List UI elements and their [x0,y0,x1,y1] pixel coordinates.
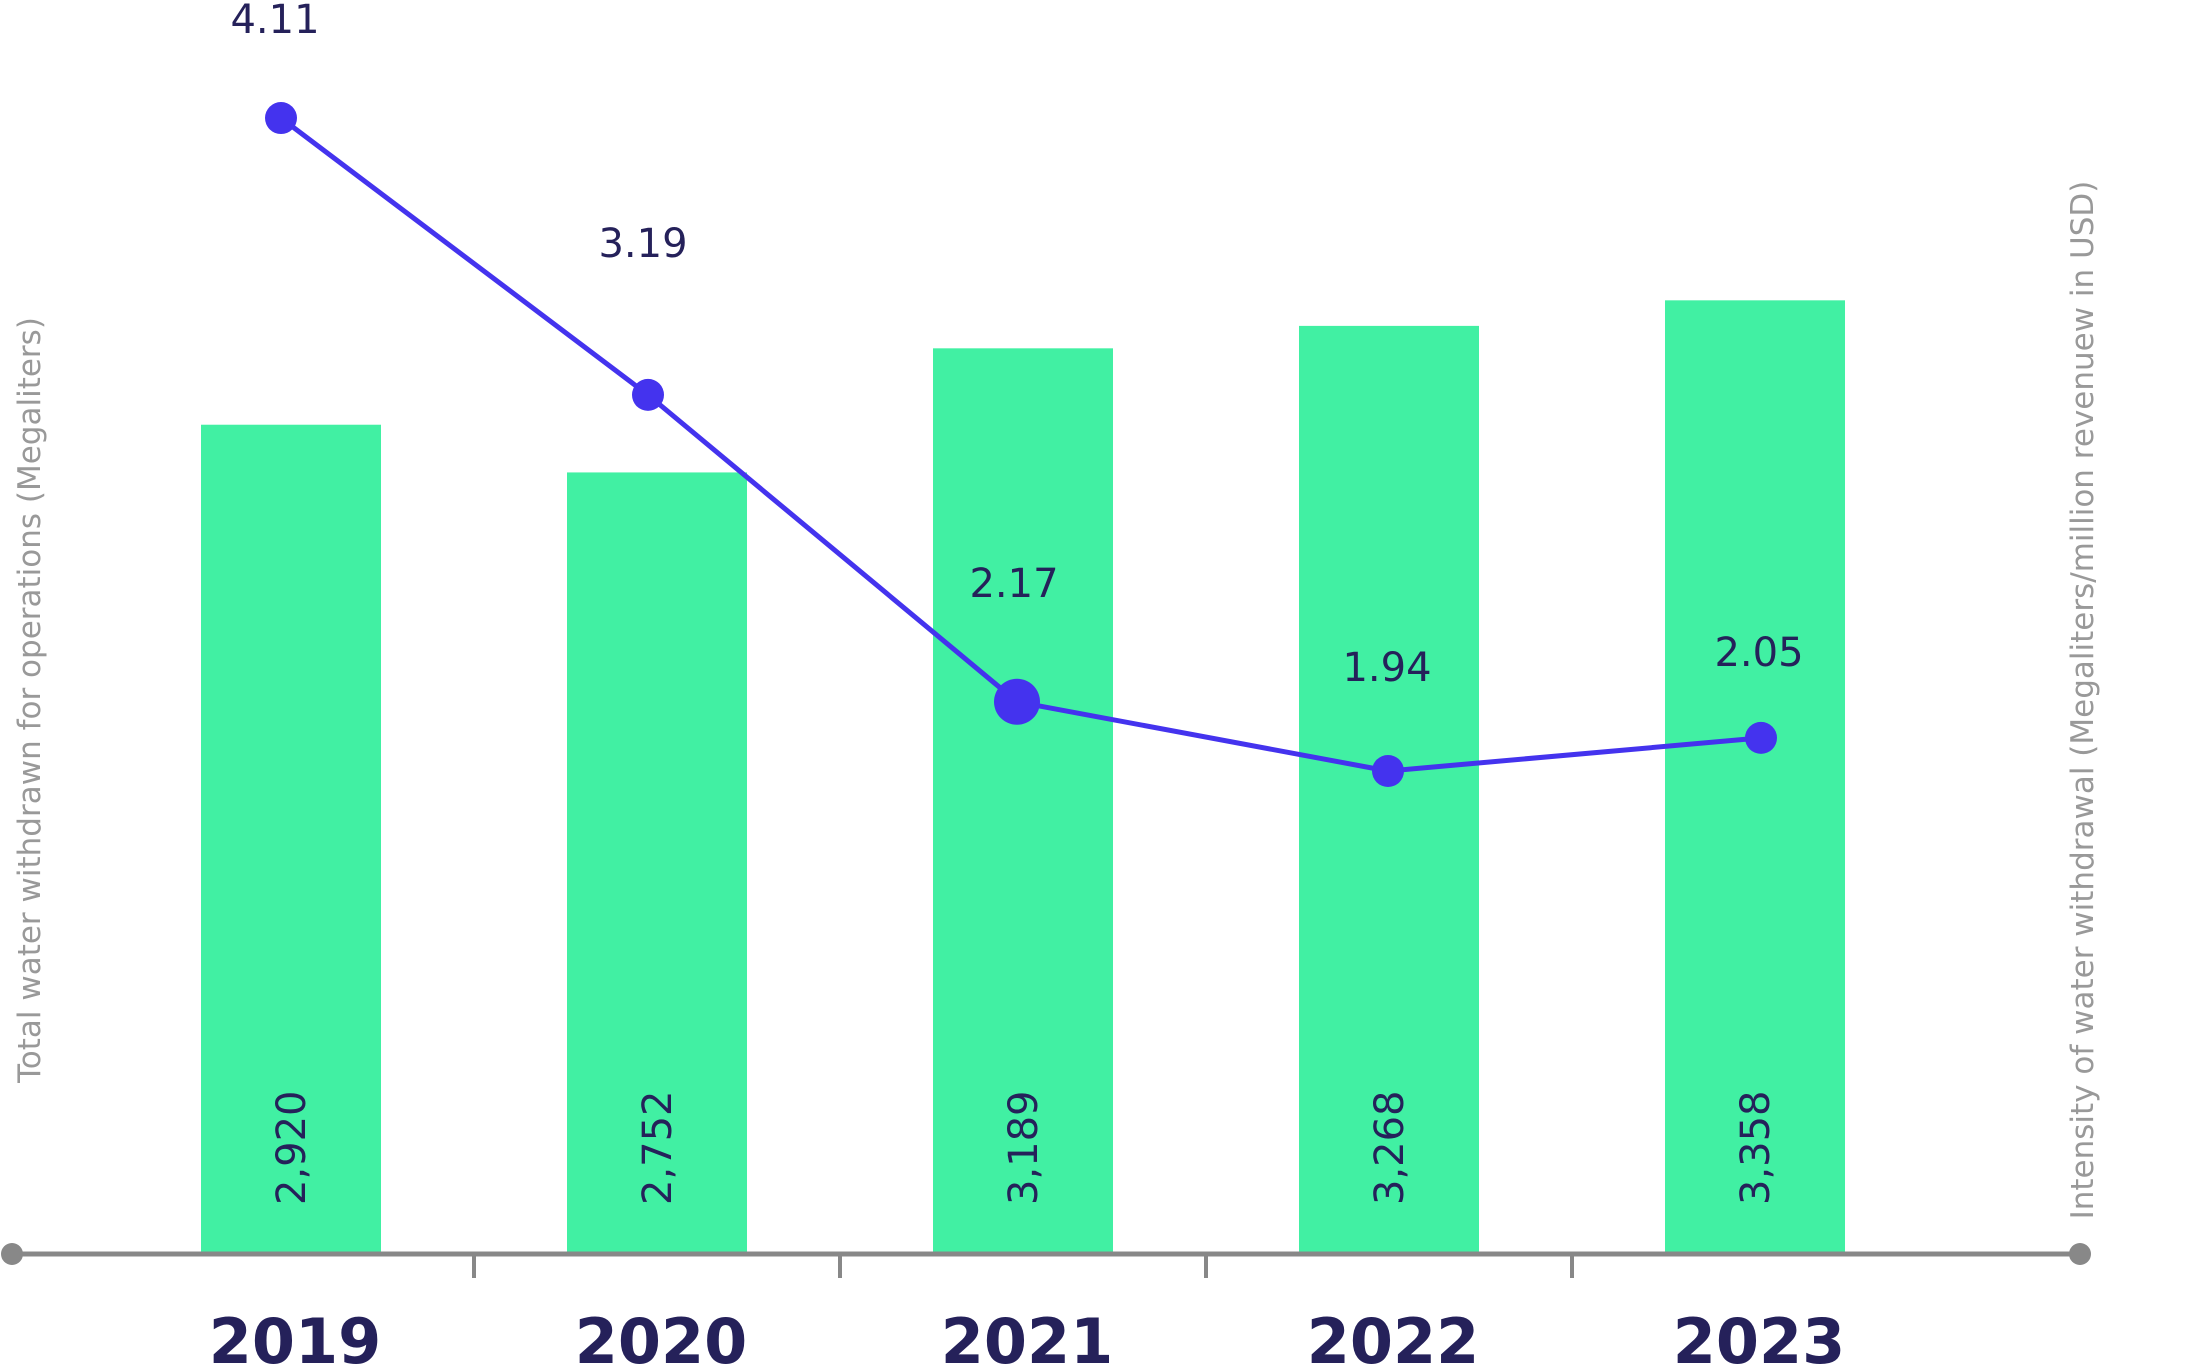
bar-2019 [201,424,381,1255]
line-point-2023 [1745,721,1777,754]
bar-2020 [567,472,747,1254]
bar-2021 [933,348,1113,1255]
bar-value-label-2020: 2,752 [635,1090,681,1205]
bar-value-label-2021: 3,189 [1001,1090,1047,1205]
x-axis-ticks [472,1254,1574,1278]
bar-value-label-2022: 3,268 [1367,1090,1413,1205]
line-value-label-2022: 1.94 [1342,645,1431,691]
right-axis-title: Intensity of water withdrawal (Megaliter… [2065,181,2101,1220]
line-value-label-2023: 2.05 [1714,630,1803,676]
x-tick-label-2019: 2019 [209,1305,382,1364]
line-value-labels: 4.11 3.19 2.17 1.94 2.05 [230,0,1803,691]
x-tick-label-2021: 2021 [941,1305,1114,1364]
bar-2023 [1665,300,1845,1254]
bar-series [201,300,1845,1255]
bar-2022 [1299,325,1479,1254]
line-point-2022 [1372,755,1404,787]
bar-value-labels: 2,920 2,752 3,189 3,268 3,358 [269,1090,1779,1205]
line-point-2020 [632,378,664,411]
x-axis-left-endpoint [1,1243,23,1265]
bar-value-label-2019: 2,920 [269,1090,315,1205]
x-tick-label-2023: 2023 [1673,1305,1846,1364]
bar-value-label-2023: 3,358 [1733,1090,1779,1205]
line-value-label-2019: 4.11 [230,0,319,43]
line-point-2019 [265,102,297,135]
x-tick-label-2020: 2020 [575,1305,748,1364]
x-axis-right-endpoint [2069,1243,2091,1265]
x-tick-label-2022: 2022 [1307,1305,1480,1364]
line-point-2021 [994,678,1040,725]
line-value-label-2021: 2.17 [969,561,1058,607]
line-points [265,102,1777,787]
left-axis-title: Total water withdrawn for operations (Me… [12,317,48,1084]
x-axis-tick-labels: 2019 2020 2021 2022 2023 [209,1305,1846,1364]
line-value-label-2020: 3.19 [598,221,687,267]
